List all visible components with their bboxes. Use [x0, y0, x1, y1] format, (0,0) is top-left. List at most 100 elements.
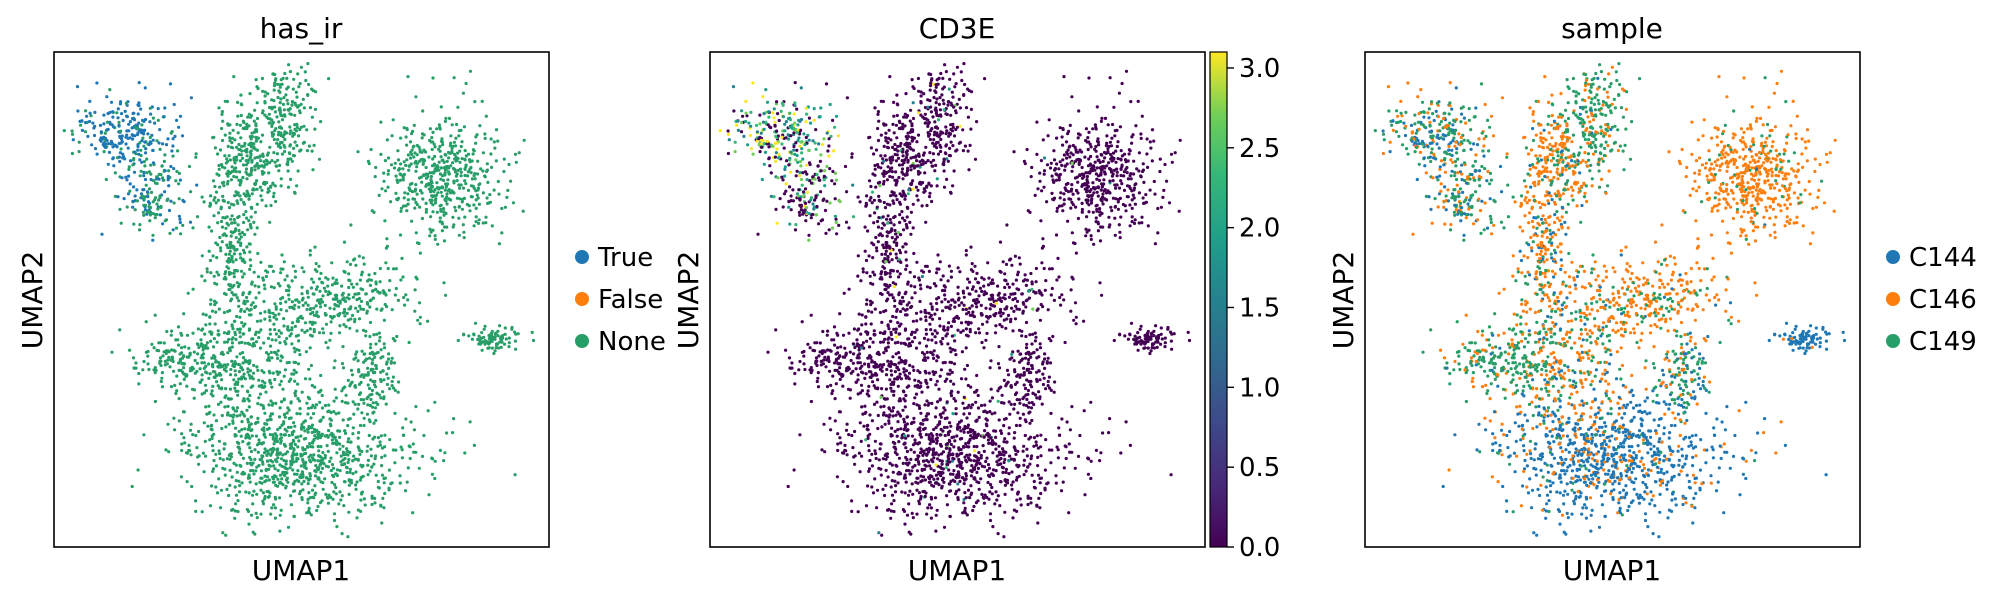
scatter-point — [382, 346, 387, 350]
scatter-point — [214, 201, 218, 205]
scatter-point — [263, 90, 267, 94]
scatter-point — [214, 419, 218, 423]
scatter-point — [208, 330, 212, 334]
scatter-point — [923, 478, 928, 482]
scatter-point — [253, 108, 257, 112]
scatter-point — [956, 423, 960, 427]
scatter-point — [960, 436, 964, 441]
scatter-point — [865, 427, 869, 431]
scatter-point — [848, 396, 852, 400]
scatter-point — [397, 167, 401, 171]
scatter-point — [250, 428, 254, 432]
scatter-point — [870, 452, 874, 456]
scatter-point — [372, 421, 376, 425]
scatter-point — [103, 145, 108, 149]
scatter-point — [296, 362, 301, 366]
scatter-point — [841, 384, 845, 388]
scatter-point — [964, 249, 968, 253]
scatter-point — [202, 470, 206, 474]
scatter-point — [232, 252, 236, 256]
scatter-point — [279, 97, 283, 101]
scatter-point — [939, 368, 944, 372]
scatter-point — [216, 329, 220, 333]
scatter-point — [367, 433, 371, 438]
scatter-point — [906, 493, 911, 497]
scatter-point — [474, 220, 478, 224]
scatter-point — [916, 476, 920, 480]
scatter-point — [289, 462, 293, 466]
scatter-point — [231, 169, 236, 173]
scatter-point — [234, 380, 238, 384]
scatter-point — [357, 431, 361, 435]
scatter-point — [968, 496, 972, 500]
scatter-point — [958, 479, 962, 483]
scatter-point — [894, 484, 898, 488]
scatter-point — [242, 220, 246, 225]
scatter-point — [316, 467, 320, 472]
scatter-point — [168, 231, 172, 235]
scatter-point — [313, 406, 317, 410]
scatter-point — [293, 275, 297, 279]
scatter-point — [890, 479, 894, 483]
scatter-point — [280, 118, 285, 122]
scatter-point — [333, 483, 337, 487]
scatter-point — [360, 270, 364, 274]
scatter-point — [923, 494, 927, 498]
scatter-point — [991, 442, 995, 447]
scatter-point — [885, 299, 889, 303]
scatter-point — [208, 410, 212, 414]
scatter-point — [391, 448, 395, 452]
scatter-point — [256, 402, 260, 406]
scatter-point — [211, 345, 216, 349]
scatter-point — [198, 380, 202, 384]
scatter-point — [285, 450, 290, 454]
scatter-point — [416, 318, 420, 322]
scatter-point — [278, 83, 282, 87]
scatter-point — [250, 493, 255, 497]
scatter-point — [257, 155, 262, 159]
scatter-point — [263, 113, 267, 117]
scatter-point — [948, 439, 952, 443]
scatter-point — [116, 107, 120, 111]
scatter-point — [225, 265, 229, 269]
scatter-point — [237, 214, 241, 219]
scatter-point — [474, 215, 478, 219]
scatter-point — [306, 406, 311, 410]
scatter-point — [84, 121, 88, 125]
scatter-point — [355, 480, 359, 484]
scatter-point — [377, 193, 381, 197]
scatter-point — [247, 491, 251, 495]
scatter-point — [253, 448, 257, 452]
scatter-point — [882, 363, 886, 367]
scatter-point — [485, 162, 489, 166]
scatter-point — [1038, 506, 1042, 510]
scatter-point — [1030, 454, 1034, 458]
scatter-point — [301, 446, 305, 450]
scatter-point — [987, 466, 992, 470]
scatter-point — [343, 314, 347, 318]
scatter-point — [390, 134, 394, 138]
scatter-point — [379, 396, 383, 400]
scatter-point — [962, 427, 967, 431]
scatter-point — [417, 301, 422, 305]
scatter-point — [438, 144, 442, 149]
scatter-point — [244, 159, 248, 163]
scatter-point — [312, 437, 316, 441]
scatter-point — [342, 307, 347, 312]
scatter-point — [118, 328, 122, 332]
scatter-point — [222, 363, 227, 367]
scatter-point — [187, 448, 191, 453]
scatter-point — [249, 169, 254, 173]
scatter-point — [988, 518, 993, 523]
scatter-point — [313, 484, 317, 488]
scatter-point — [279, 308, 283, 312]
scatter-point — [277, 312, 281, 316]
scatter-point — [324, 276, 328, 280]
scatter-point — [1036, 446, 1040, 450]
scatter-point — [883, 337, 887, 341]
scatter-point — [897, 332, 901, 336]
scatter-point — [334, 485, 338, 490]
scatter-point — [241, 163, 246, 167]
scatter-point — [1031, 307, 1035, 311]
scatter-point — [930, 401, 934, 405]
